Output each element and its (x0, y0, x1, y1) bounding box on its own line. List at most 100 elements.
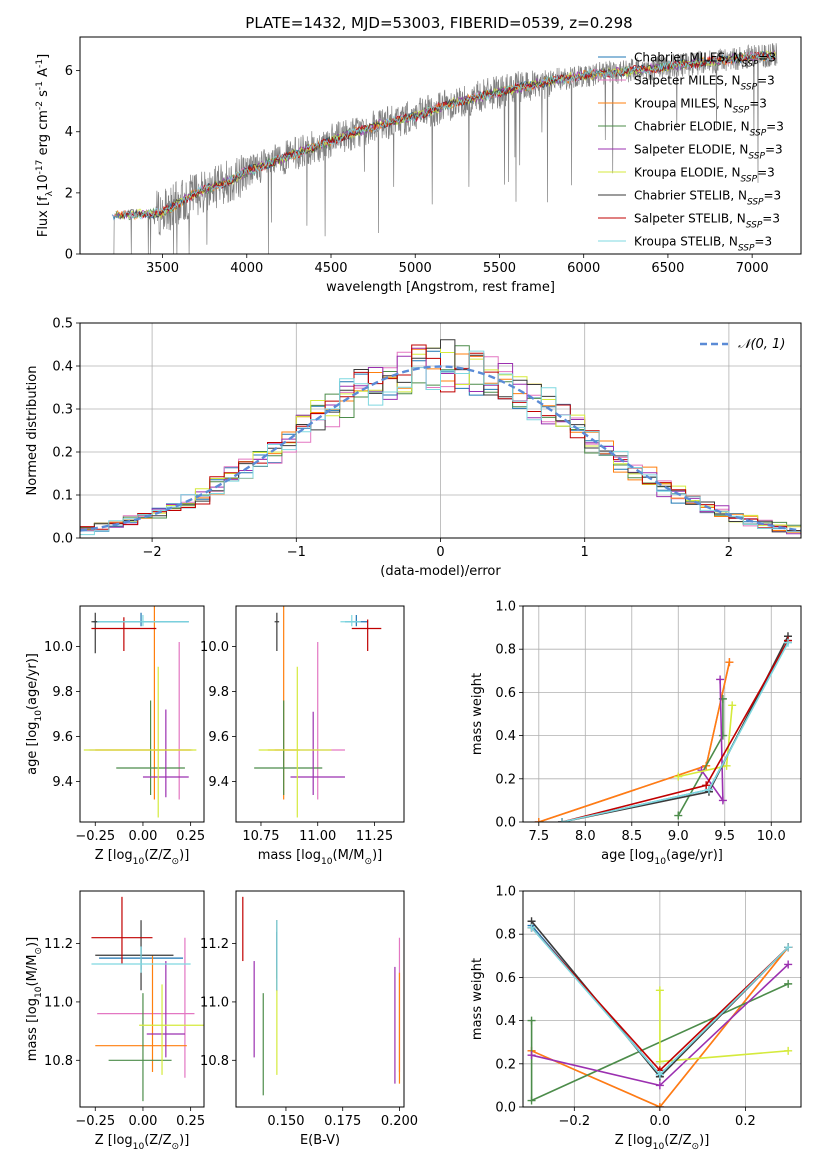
weight_vs_age-y-axis-label: mass weight (470, 673, 485, 755)
y-tick-label: 10.0 (44, 640, 73, 655)
weight_vs_age-x-axis-label: age [log10(age/yr)] (601, 848, 723, 867)
mass-weight-series (527, 960, 793, 1090)
figure-title: PLATE=1432, MJD=53003, FIBERID=0539, z=0… (245, 14, 632, 32)
x-tick-label: 0.25 (176, 829, 205, 844)
x-tick-label: 6000 (567, 261, 600, 276)
mass_vs_ebv-panel: 0.150 0.175 0.200 10.8 11.0 11.2 E(B-V) (200, 890, 418, 1148)
residuals-x-axis-label: (data-model)/error (380, 564, 501, 579)
weight_vs_age-panel: 7.5 8.0 8.5 9.0 9.5 10.0 0.0 0.2 0.4 0.6 0.8 1.0 age… (470, 600, 802, 867)
y-tick-label: 11.2 (200, 937, 229, 952)
mass-weight-marker (674, 811, 683, 820)
model-spectrum-line (122, 52, 776, 220)
mass-weight-line (561, 640, 789, 822)
y-tick-label: 6 (65, 64, 73, 79)
mass-weight-marker (718, 731, 727, 740)
mass-weight-marker (784, 1046, 793, 1055)
legend-label: Salpeter STELIB, NSSP=3 (634, 212, 780, 231)
mass-weight-marker (725, 658, 734, 667)
x-tick-label: 3500 (146, 261, 179, 276)
legend-label: Chabrier ELODIE, NSSP=3 (634, 120, 784, 139)
mass-weight-line (561, 635, 789, 822)
y-tick-label: 9.4 (208, 775, 229, 790)
errorbar-point (108, 993, 172, 1102)
errorbar-point (116, 700, 185, 795)
x-tick-label: 7.5 (528, 829, 549, 844)
x-tick-label: 9.0 (668, 829, 689, 844)
y-tick-label: 10.0 (200, 640, 229, 655)
x-tick-label: 6500 (651, 261, 684, 276)
x-tick-label: 9.5 (714, 829, 735, 844)
y-tick-label: 10.8 (200, 1054, 229, 1069)
errorbar-point (97, 937, 195, 1078)
legend-label: Chabrier MILES, NSSP=3 (634, 51, 776, 70)
mass-weight-series (527, 979, 793, 1105)
spectrum-x-axis-label: wavelength [Angstrom, rest frame] (326, 280, 555, 295)
mass-weight-line (538, 662, 731, 822)
x-tick-label: 0 (436, 545, 444, 560)
spectrum-panel: 3500 4000 4500 5000 5500 6000 6500 7000 0 2 4 6 wave… (35, 36, 802, 295)
y-tick-label: 9.4 (52, 775, 73, 790)
mass-weight-series (527, 923, 793, 1079)
weight_vs_age-plot-area (534, 632, 792, 822)
errorbar-point (274, 612, 280, 651)
errorbar-point (340, 615, 361, 627)
x-tick-label: 4500 (314, 261, 347, 276)
y-tick-label: 9.6 (52, 730, 73, 745)
errorbar-point (95, 955, 187, 1072)
x-tick-label: 0.0 (650, 1114, 671, 1129)
spectrum-y-axis-label: Flux [fλ10-17 erg cm-2 s-1 A-1] (35, 54, 55, 237)
mass-weight-series (534, 658, 734, 822)
y-tick-label: 0.4 (495, 1014, 516, 1029)
age_vs_mass-frame (235, 605, 405, 823)
mass-weight-marker (527, 1096, 536, 1105)
legend-label: Kroupa STELIB, NSSP=3 (634, 235, 772, 254)
mass-weight-marker (784, 960, 793, 969)
errorbar-point (93, 612, 189, 627)
legend-label: Kroupa ELODIE, NSSP=3 (634, 166, 775, 185)
reference-legend-label: 𝒩(0, 1) (738, 337, 785, 352)
age_vs_Z-y-axis-label: age [log10(age/yr)] (25, 653, 44, 775)
errorbar-point (89, 642, 193, 800)
model-spectrum-line (119, 50, 776, 220)
weight_vs_age-frame (522, 605, 802, 823)
y-tick-label: 11.0 (44, 995, 73, 1010)
x-tick-label: 0.25 (176, 1114, 205, 1129)
x-tick-label: 10.75 (242, 829, 279, 844)
y-tick-label: 2 (65, 186, 73, 201)
y-tick-label: 0.4 (52, 360, 73, 375)
y-tick-label: 11.2 (44, 937, 73, 952)
age_vs_Z-frame (79, 605, 205, 823)
x-tick-label: 11.25 (356, 829, 393, 844)
mass_vs_ebv-x-axis-label: E(B-V) (300, 1133, 340, 1148)
mass-weight-marker (527, 1016, 536, 1025)
mass-weight-marker (655, 1070, 664, 1079)
age_vs_Z-x-axis-label: Z [log10(Z/Z⊙)] (95, 848, 190, 867)
mass-weight-marker (716, 675, 725, 684)
observed-spectrum-line (112, 43, 778, 254)
y-tick-label: 0.0 (52, 532, 73, 547)
residuals-plot-area (80, 339, 801, 536)
y-tick-label: 10.8 (44, 1054, 73, 1069)
errorbar-point (254, 700, 323, 795)
legend-label: Chabrier STELIB, NSSP=3 (634, 189, 781, 208)
mass-weight-series (558, 638, 792, 822)
x-tick-label: 0.150 (267, 1114, 304, 1129)
age_vs_mass-plot-area (254, 606, 382, 818)
age_vs_mass-x-axis-label: mass [log10(M/M⊙)] (258, 848, 382, 867)
y-tick-label: 0.6 (495, 686, 516, 701)
y-tick-label: 0.3 (52, 403, 73, 418)
mass-weight-marker (655, 1057, 664, 1066)
mass-weight-marker (534, 818, 543, 822)
x-tick-label: 10.0 (757, 829, 786, 844)
mass_vs_ebv-plot-area (242, 896, 401, 1096)
mass-weight-marker (722, 761, 731, 770)
y-tick-label: 4 (65, 125, 73, 140)
errorbar-point (290, 711, 345, 795)
x-tick-label: −2 (143, 545, 162, 560)
x-tick-label: 1 (581, 545, 589, 560)
mass-weight-marker (527, 1051, 536, 1060)
x-tick-label: 11.00 (299, 829, 336, 844)
mass-weight-line (538, 662, 731, 822)
residuals-frame (79, 322, 802, 539)
